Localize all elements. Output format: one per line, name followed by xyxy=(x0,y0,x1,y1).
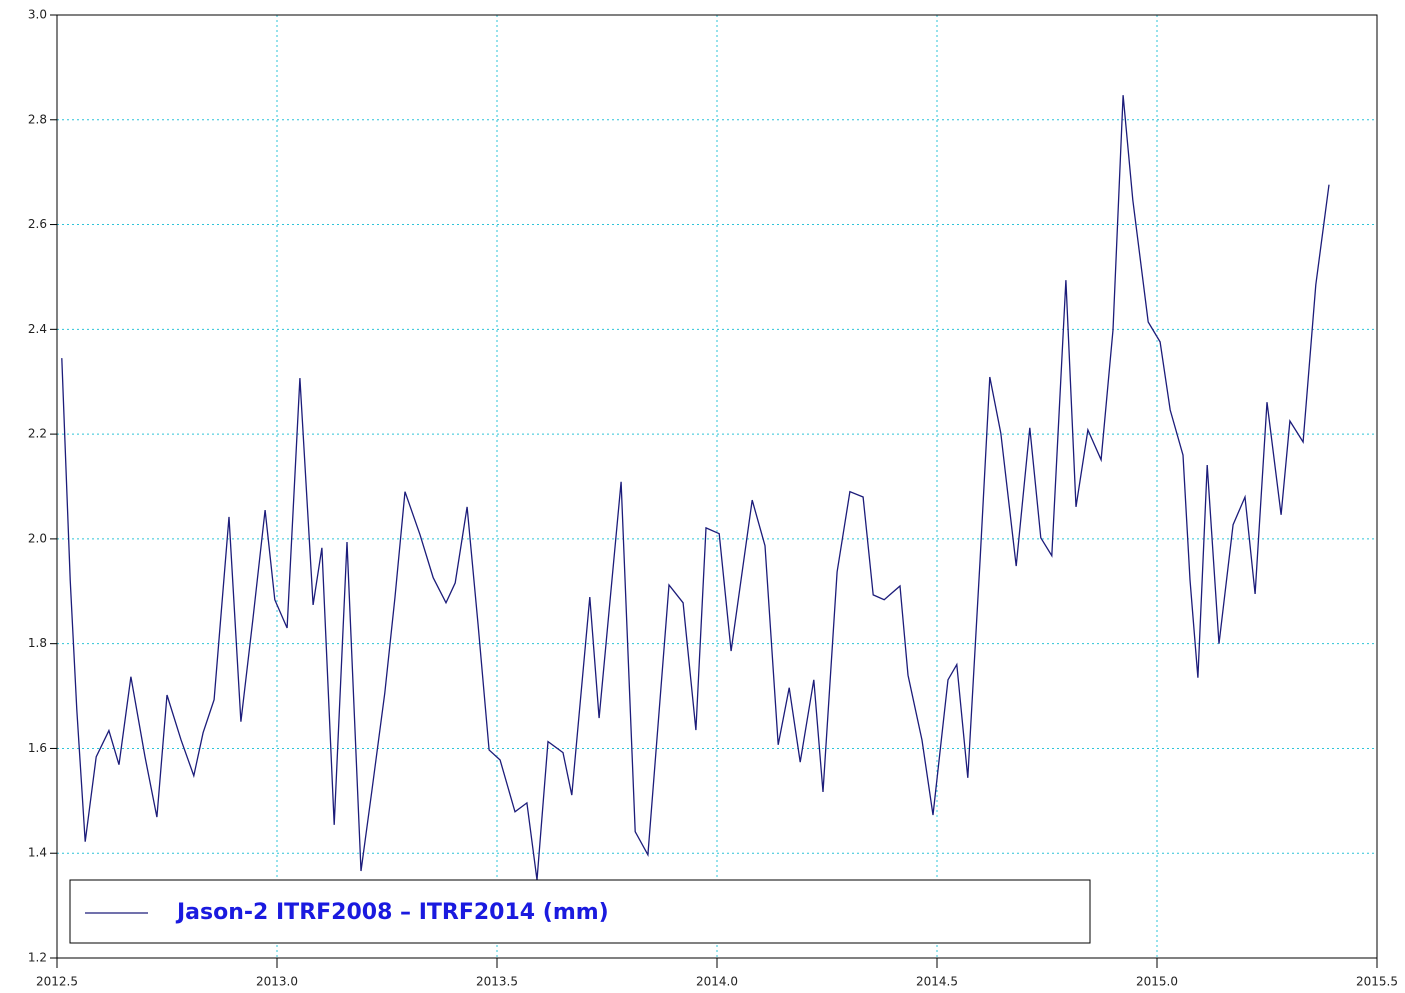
y-tick-label: 2.0 xyxy=(28,531,47,545)
y-tick-label: 3.0 xyxy=(28,8,47,22)
y-tick-label: 2.4 xyxy=(28,322,47,336)
x-tick-label: 2013.5 xyxy=(476,975,518,989)
y-tick-label: 1.6 xyxy=(28,741,47,755)
y-tick-label: 2.2 xyxy=(28,427,47,441)
legend-label: Jason-2 ITRF2008 – ITRF2014 (mm) xyxy=(175,900,609,925)
x-tick-label: 2013.0 xyxy=(256,975,298,989)
x-tick-label: 2012.5 xyxy=(36,975,78,989)
x-tick-label: 2014.0 xyxy=(696,975,738,989)
y-tick-label: 1.4 xyxy=(28,846,47,860)
y-tick-label: 1.2 xyxy=(28,951,47,965)
y-tick-label: 1.8 xyxy=(28,636,47,650)
data-line xyxy=(61,95,1330,880)
y-tick-label: 2.6 xyxy=(28,217,47,231)
x-tick-label: 2014.5 xyxy=(916,975,958,989)
plot-frame xyxy=(56,14,1378,959)
x-tick-label: 2015.0 xyxy=(1136,975,1178,989)
legend-box xyxy=(69,879,1091,944)
x-tick-label: 2015.5 xyxy=(1356,975,1398,989)
y-tick-label: 2.8 xyxy=(28,112,47,126)
